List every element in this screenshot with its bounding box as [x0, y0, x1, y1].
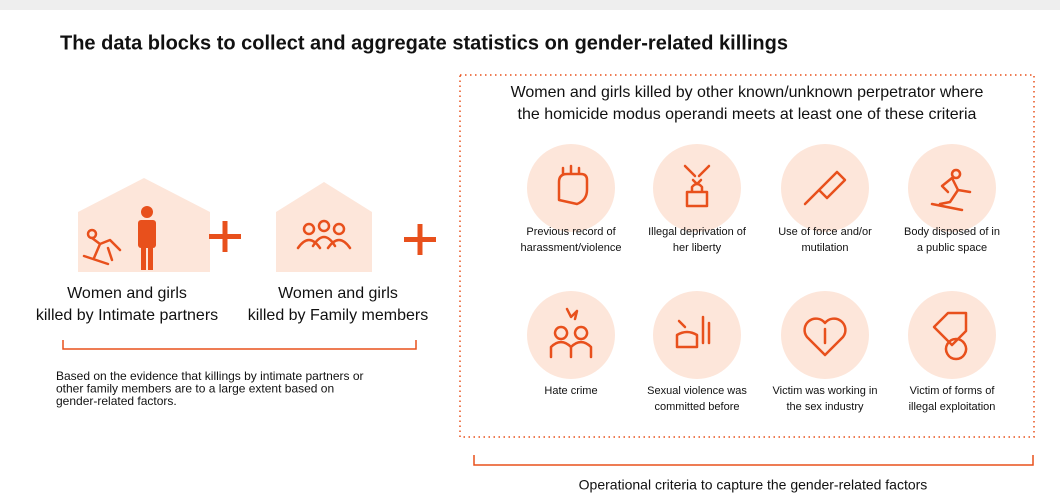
criterion-icon-bg [908, 144, 996, 232]
note: gender-related factors. [56, 394, 177, 408]
criterion-label: Illegal deprivation of [648, 226, 747, 238]
criterion-label: Use of force and/or [778, 226, 872, 238]
criterion-label: committed before [655, 401, 740, 413]
criterion-label: mutilation [801, 242, 848, 254]
criterion-label: Body disposed of in [904, 226, 1000, 238]
plus [209, 221, 436, 255]
criterion-label: Previous record of [526, 226, 616, 238]
criterion-icon-bg [527, 291, 615, 379]
criterion-label: Sexual violence was [647, 385, 747, 397]
icon-family [296, 219, 352, 250]
criterion-label: illegal exploitation [909, 401, 996, 413]
criterion-icon [803, 317, 847, 357]
criterion-icon [930, 168, 972, 212]
title: The data blocks to collect and aggregate… [60, 32, 788, 54]
criterion-icon-bg [653, 144, 741, 232]
block-label: Women and girls [67, 285, 187, 302]
criterion-label: Victim of forms of [910, 385, 996, 397]
criterion-label: Hate crime [544, 385, 597, 397]
bracket [473, 455, 1034, 466]
house [276, 182, 372, 272]
criterion-icon [683, 164, 711, 208]
caption: Operational criteria to capture the gend… [579, 477, 928, 493]
criteria-box [459, 74, 1035, 438]
criterion-label: the sex industry [786, 401, 864, 413]
criterion-icon-bg [527, 144, 615, 232]
criterion-icon [932, 311, 968, 361]
criterion-icon [549, 307, 593, 359]
note: Based on the evidence that killings by i… [56, 369, 364, 383]
block-label: killed by Family members [248, 307, 428, 324]
heading: the homicide modus operandi meets at lea… [518, 106, 977, 123]
criterion-icon-bg [781, 144, 869, 232]
criterion-label: a public space [917, 242, 987, 254]
block-label: Women and girls [278, 285, 398, 302]
icon-partner [82, 206, 156, 270]
criterion-label: harassment/violence [521, 242, 622, 254]
block-label: killed by Intimate partners [36, 307, 218, 324]
criterion-icon [557, 164, 589, 206]
criterion-icon [803, 170, 847, 206]
top-band [0, 0, 1060, 10]
bracket [62, 340, 417, 350]
criterion-label: Victim was working in [773, 385, 878, 397]
heading: Women and girls killed by other known/un… [511, 84, 984, 101]
criterion-icon [675, 315, 711, 349]
note: other family members are to a large exte… [56, 382, 334, 396]
criterion-icon-bg [908, 291, 996, 379]
criterion-label: her liberty [673, 242, 722, 254]
